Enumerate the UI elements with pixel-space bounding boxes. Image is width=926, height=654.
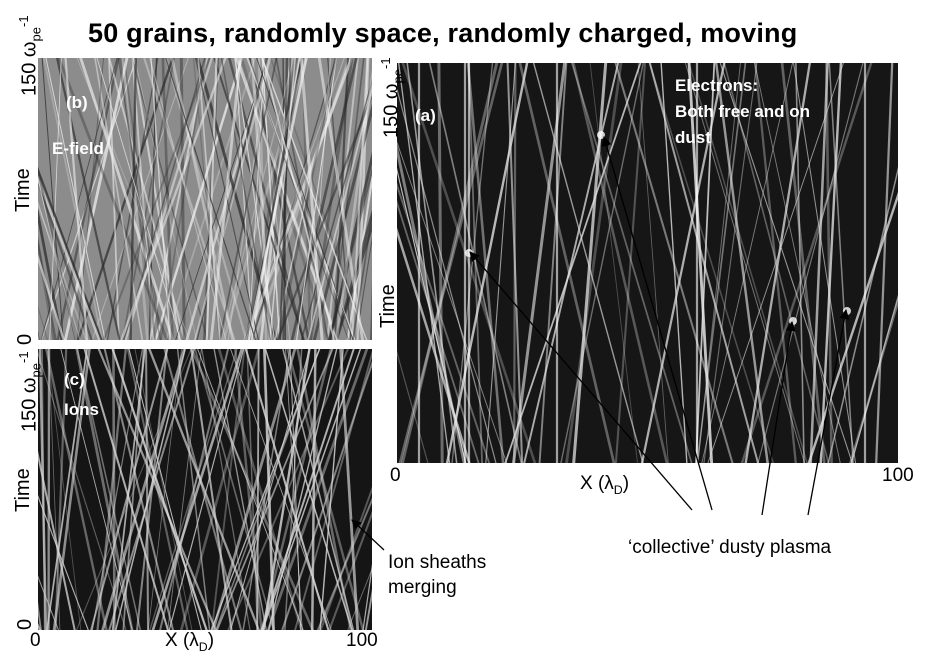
collective-dusty-plasma-annotation: ‘collective’ dusty plasma [628, 535, 831, 560]
sheath-crossing [597, 131, 605, 139]
figure-title: 50 grains, randomly space, randomly char… [88, 18, 797, 49]
panel-b-ybottom-label: 0 [14, 334, 37, 345]
trajectory-streak [468, 63, 482, 463]
efield-streaks [38, 58, 372, 340]
panel-b-ylabel: Time [12, 168, 35, 212]
electron-trajectories [397, 63, 898, 463]
trajectory-streak [364, 349, 372, 630]
sheath-crossing [843, 307, 851, 315]
panel-b-description: E-field [52, 136, 104, 162]
panel-b-label: (b) [66, 90, 88, 116]
panel-c-ylabel: Time [12, 468, 35, 512]
panel-c-description: Ions [64, 397, 99, 423]
panel-a-label: (a) [415, 103, 436, 129]
trajectory-streak [539, 63, 567, 463]
panel-a-electrons-map: (a) Electrons: Both free and on dust [397, 63, 898, 463]
trajectory-streak [876, 63, 893, 463]
sheath-crossing [465, 249, 473, 257]
ion-sheaths-annotation: Ion sheaths merging [388, 550, 486, 600]
panel-a-xlabel: X (λD) [580, 473, 629, 497]
panel-c-ybottom-label: 0 [14, 619, 37, 630]
trajectory-streak [522, 63, 621, 463]
panel-c-label: (c) [64, 367, 85, 393]
panel-a-x-max: 100 [882, 465, 914, 487]
trajectory-streak [38, 58, 42, 340]
sheath-crossing [789, 317, 797, 325]
ion-trajectories [38, 349, 372, 630]
trajectory-streak [146, 349, 149, 630]
trajectory-streak [262, 349, 274, 630]
panel-c-x-min: 0 [30, 630, 41, 652]
panel-b-ytop-label: 150 ωpe-1 [16, 15, 44, 96]
panel-a-description: Electrons: Both free and on dust [675, 73, 810, 151]
panel-a-ytop-label: 150 ωpe-1 [378, 57, 406, 138]
panel-b-efield-map: (b) E-field [38, 58, 372, 340]
panel-a-ylabel: Time [377, 284, 400, 328]
panel-c-x-max: 100 [346, 630, 378, 652]
panel-a-x-min: 0 [390, 465, 401, 487]
panel-c-xlabel: X (λD) [165, 630, 214, 654]
trajectory-streak [49, 349, 50, 630]
trajectory-streak [485, 63, 516, 463]
panel-c-ytop-label: 150 ωpe-1 [16, 351, 44, 432]
panel-c-ions-map: (c) Ions [38, 349, 372, 630]
trajectory-streak [38, 58, 40, 340]
